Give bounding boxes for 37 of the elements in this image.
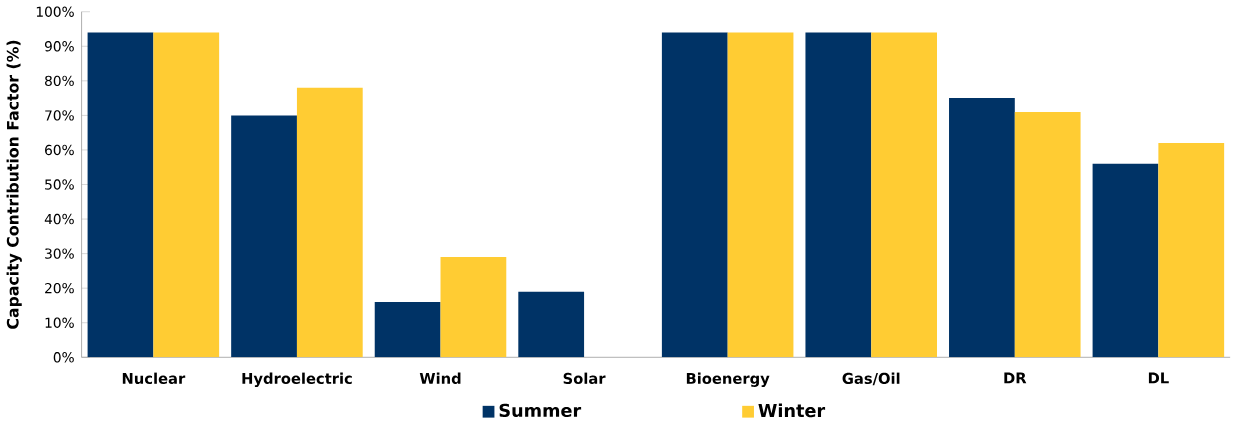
y-tick-label: 50%	[45, 179, 74, 190]
bar	[1092, 163, 1159, 358]
x-tick-label: Nuclear	[122, 372, 186, 385]
y-tick-label: 60%	[45, 144, 74, 156]
bar	[231, 115, 297, 358]
bar	[661, 32, 728, 358]
x-tick-label: Solar	[563, 372, 606, 385]
bar	[374, 302, 441, 358]
bar	[727, 32, 794, 358]
y-tick-label: 90%	[44, 41, 74, 52]
y-tick-label: 70%	[45, 110, 74, 121]
bar	[296, 87, 363, 358]
bar	[153, 32, 220, 358]
y-axis-title: Capacity Contribution Factor (%)	[6, 40, 22, 329]
x-tick-label: DL	[1148, 372, 1169, 384]
bar	[1158, 143, 1225, 358]
y-tick-label: 100%	[36, 6, 74, 18]
y-tick-label: 20%	[45, 283, 74, 294]
bar	[440, 257, 507, 358]
legend-label: Summer	[499, 403, 582, 418]
x-tick-label: Bioenergy	[686, 372, 770, 388]
y-tick-label: 40%	[44, 213, 74, 225]
bar	[87, 32, 154, 358]
y-tick-label: 10%	[45, 317, 74, 329]
x-tick-label: Gas/Oil	[842, 372, 900, 386]
bar	[518, 291, 585, 358]
bar	[1014, 112, 1081, 358]
y-tick-label: 0%	[53, 352, 74, 363]
bar	[949, 98, 1015, 358]
bar	[805, 32, 872, 358]
y-tick-label: 80%	[45, 75, 74, 87]
x-tick-label: DR	[1004, 372, 1027, 384]
x-tick-label: Hydroelectric	[242, 372, 352, 388]
x-tick-label: Wind	[419, 372, 461, 385]
y-tick-label: 30%	[45, 248, 74, 259]
legend-label: Winter	[758, 403, 826, 418]
bar	[871, 32, 937, 358]
